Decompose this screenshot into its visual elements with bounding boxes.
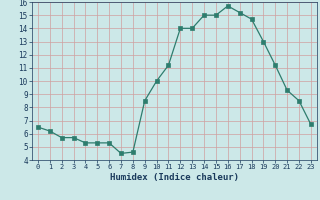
X-axis label: Humidex (Indice chaleur): Humidex (Indice chaleur) — [110, 173, 239, 182]
